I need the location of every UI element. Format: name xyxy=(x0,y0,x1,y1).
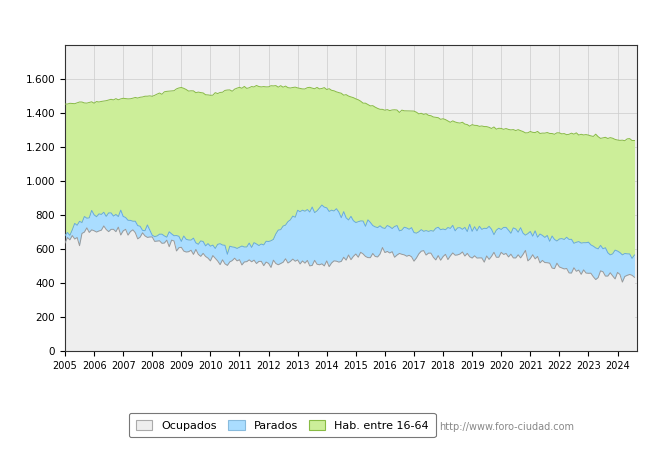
Text: http://www.foro-ciudad.com: http://www.foro-ciudad.com xyxy=(439,423,575,432)
Legend: Ocupados, Parados, Hab. entre 16-64: Ocupados, Parados, Hab. entre 16-64 xyxy=(129,413,436,437)
Text: Fiñana - Evolucion de la poblacion en edad de Trabajar Agosto de 2024: Fiñana - Evolucion de la poblacion en ed… xyxy=(58,15,592,28)
